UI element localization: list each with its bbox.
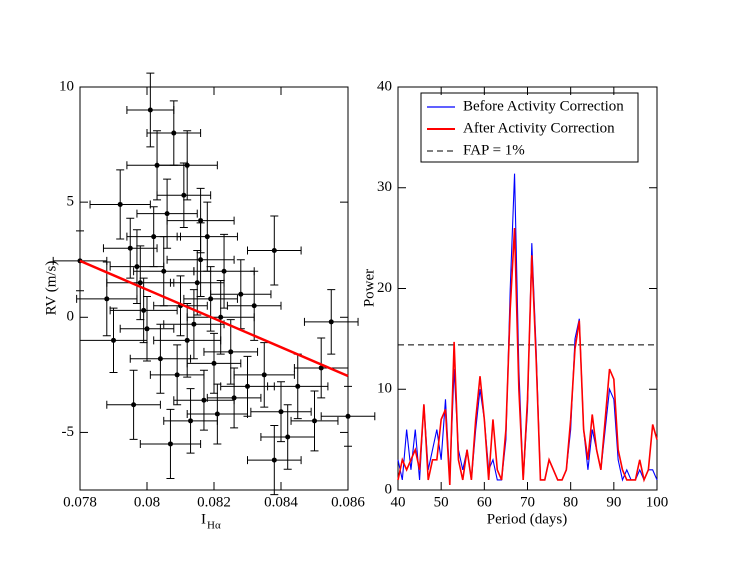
y-tick-label: 10 <box>59 78 74 94</box>
point <box>228 349 234 355</box>
point <box>104 296 110 302</box>
x-axis-label: Period (days) <box>487 511 567 527</box>
point <box>312 418 317 424</box>
point <box>278 409 284 415</box>
x-tick-label: 0.086 <box>331 494 365 510</box>
x-tick-label: 0.082 <box>197 494 231 510</box>
point <box>251 303 257 309</box>
point <box>285 434 291 440</box>
point <box>245 383 250 389</box>
point <box>164 211 170 217</box>
point <box>171 130 177 136</box>
y-axis-label: Power <box>361 269 377 307</box>
point <box>117 201 123 207</box>
y-tick-label: 10 <box>377 381 392 397</box>
x-tick-label: 70 <box>520 494 535 510</box>
point <box>174 372 180 378</box>
point <box>261 372 267 378</box>
y-tick-label: -5 <box>62 424 75 440</box>
point <box>271 457 277 463</box>
legend-label: Before Activity Correction <box>463 98 624 114</box>
series-line <box>397 228 658 486</box>
point <box>111 337 116 343</box>
point <box>147 107 153 113</box>
x-tick-label: 0.084 <box>264 494 298 510</box>
x-tick-label: 0.078 <box>63 494 97 510</box>
y-tick-label: 40 <box>377 78 392 94</box>
y-tick-label: 30 <box>377 179 392 195</box>
point <box>271 248 277 254</box>
point <box>318 365 324 371</box>
point <box>231 395 237 401</box>
point <box>144 326 150 332</box>
legend-label: After Activity Correction <box>463 120 615 136</box>
left-frame <box>79 86 349 491</box>
point <box>208 296 214 302</box>
x-tick-label: 0.08 <box>134 494 160 510</box>
point <box>194 280 200 286</box>
point <box>238 291 244 297</box>
point <box>184 162 190 168</box>
point <box>218 314 224 320</box>
point <box>181 192 187 198</box>
point <box>191 321 197 327</box>
point <box>167 441 173 447</box>
y-tick-label: 0 <box>67 309 75 325</box>
point <box>184 337 190 343</box>
point <box>141 307 147 313</box>
point <box>328 319 334 325</box>
point <box>137 280 143 286</box>
x-tick-label: 60 <box>477 494 492 510</box>
x-axis-label: I <box>201 511 206 527</box>
point <box>188 418 194 424</box>
y-tick-label: 0 <box>385 481 393 497</box>
x-tick-label: 40 <box>391 494 406 510</box>
point <box>198 218 204 224</box>
x-tick-label: 50 <box>434 494 449 510</box>
point <box>295 383 301 389</box>
point <box>345 413 351 419</box>
point <box>161 268 167 274</box>
series-line <box>397 173 658 482</box>
x-tick-label: 90 <box>606 494 621 510</box>
x-tick-label: 80 <box>563 494 578 510</box>
x-tick-label: 100 <box>646 494 669 510</box>
x-axis-label-subscript: Hα <box>207 520 221 532</box>
point <box>131 402 137 408</box>
point <box>221 268 227 274</box>
point <box>151 234 157 240</box>
point <box>201 397 207 403</box>
point <box>211 360 217 366</box>
point <box>204 234 210 240</box>
fit-line <box>79 259 349 378</box>
point <box>127 245 133 251</box>
legend-label: FAP = 1% <box>463 142 525 158</box>
y-tick-label: 20 <box>377 280 392 296</box>
y-tick-label: 5 <box>67 194 75 210</box>
point <box>198 257 204 263</box>
point <box>157 356 163 362</box>
point <box>134 264 140 270</box>
y-axis-label: RV (m/s) <box>43 261 59 316</box>
point <box>214 411 220 417</box>
legend <box>420 92 639 163</box>
